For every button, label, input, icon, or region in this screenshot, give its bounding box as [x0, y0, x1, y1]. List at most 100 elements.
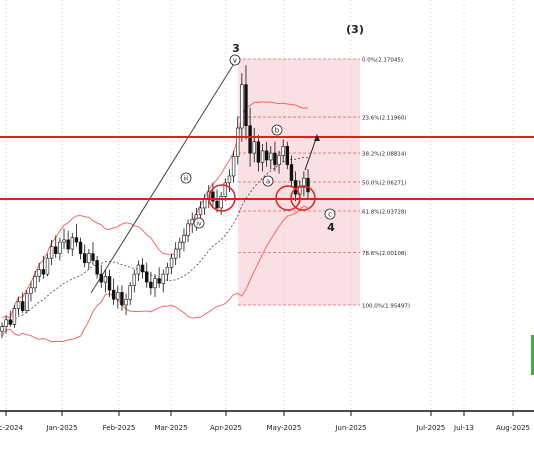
candle-body	[20, 301, 25, 311]
time-tick-label: Mar-2025	[154, 424, 187, 432]
candle-body	[302, 177, 306, 188]
candle-body	[37, 269, 41, 277]
candle-body	[149, 281, 153, 289]
candle-body	[182, 235, 186, 243]
time-tick-label: Jan-2025	[45, 424, 77, 432]
candle-body	[306, 177, 310, 193]
candle-body	[264, 150, 269, 161]
fib-level-label: 50.0%(2.06271)	[362, 181, 407, 187]
candle-body	[103, 276, 108, 283]
candle-body	[161, 273, 165, 284]
wave-b-label: b	[271, 124, 283, 136]
candle-body	[240, 84, 244, 129]
bollinger-upper-band	[1, 101, 309, 319]
candle-body	[157, 278, 161, 284]
candle-body	[45, 257, 50, 275]
candle-body	[289, 164, 294, 181]
candle-body	[252, 141, 256, 154]
candle-body	[120, 292, 124, 306]
candle-body	[223, 182, 227, 197]
time-tick-label: Apr-2025	[210, 424, 242, 432]
candle-body	[244, 84, 248, 127]
candle-body	[231, 156, 236, 177]
candle-body	[128, 285, 132, 300]
time-tick-label: Jul-2025	[416, 424, 446, 432]
fib-level-label: 100.0%(1.95497)	[362, 304, 410, 310]
time-tick-label: Aug-2025	[496, 424, 530, 432]
candle-body	[12, 308, 17, 325]
wave-c-label: c	[324, 208, 336, 220]
candle-body	[111, 289, 116, 300]
svg-text:a: a	[266, 178, 270, 186]
candle-body	[281, 145, 285, 156]
candle-body	[269, 152, 273, 161]
candle-body	[132, 273, 137, 286]
candle-body	[49, 246, 54, 259]
candle-body	[136, 264, 141, 275]
candle-body	[153, 278, 157, 289]
candle-body	[70, 237, 74, 250]
time-tick-label: Jun-2025	[334, 424, 366, 432]
wave-iv-label: iv	[193, 217, 205, 229]
candle-body	[140, 264, 145, 273]
fib-label-background	[360, 148, 408, 157]
fibonacci-levels: 0.0%(2.17045) 23.6%(2.11960) 38.2%(2.08814…	[238, 55, 410, 310]
candle-body	[87, 253, 91, 264]
candle-body	[99, 273, 103, 283]
candle-body	[83, 253, 87, 264]
wave-v-label: v	[229, 54, 241, 66]
candle-body	[198, 207, 203, 216]
candle-body	[215, 200, 219, 209]
candle-body	[33, 276, 37, 289]
svg-text:c: c	[328, 211, 332, 219]
candle-body	[248, 125, 252, 154]
candle-body	[58, 241, 62, 254]
candle-body	[145, 271, 149, 283]
fib-label-background	[360, 178, 408, 186]
time-tick-label: Dec-2024	[0, 424, 23, 432]
candle-body	[62, 239, 66, 243]
candle-body	[165, 266, 170, 275]
candle-body	[95, 260, 99, 275]
fib-level-label: 0.0%(2.17045)	[362, 58, 403, 64]
support-circle-1	[208, 184, 236, 212]
support-circle-2	[275, 185, 301, 211]
candle-body	[0, 326, 4, 332]
candle-body	[202, 198, 207, 209]
svg-text:v: v	[233, 57, 237, 65]
fib-level-label: 61.8%(2.03728)	[362, 210, 407, 216]
wave-a-label: a	[262, 175, 274, 187]
bollinger-lower-band	[1, 205, 309, 343]
fib-label-background	[360, 207, 408, 216]
wave-3-trendline	[90, 61, 236, 294]
candle-body	[236, 127, 240, 157]
candle-body	[66, 239, 70, 250]
svg-text:iii: iii	[183, 176, 188, 183]
wave-4-label: 4	[327, 221, 335, 234]
svg-text:iv: iv	[196, 221, 202, 228]
time-tick-label: Feb-2025	[103, 424, 136, 432]
fib-level-label: 78.6%(2.00108)	[362, 251, 407, 257]
fib-label-background	[360, 301, 408, 309]
time-axis: Dec-2024 Jan-2025 Feb-2025 Mar-2025 Apr-2025…	[0, 411, 530, 432]
support-circle-3	[290, 185, 316, 211]
candle-body	[173, 248, 178, 259]
candle-body	[54, 246, 58, 254]
candle-body	[8, 319, 12, 325]
fib-label-background	[360, 248, 408, 257]
fib-level-label: 23.6%(2.11960)	[362, 116, 407, 122]
fib-label-background	[360, 113, 408, 122]
candle-body	[74, 237, 79, 243]
fib-level-label: 38.2%(2.08814)	[362, 151, 407, 157]
wave-iii-label: iii	[180, 172, 192, 184]
wave-3-label: 3	[232, 42, 240, 55]
candle-body	[4, 319, 8, 327]
fib-label-background	[360, 55, 408, 63]
candle-body	[29, 287, 33, 294]
wave-degree-label: (3)	[346, 23, 364, 36]
candle-body	[211, 191, 215, 202]
candle-body	[178, 241, 182, 250]
candle-body	[227, 175, 232, 184]
candle-body	[190, 219, 194, 225]
